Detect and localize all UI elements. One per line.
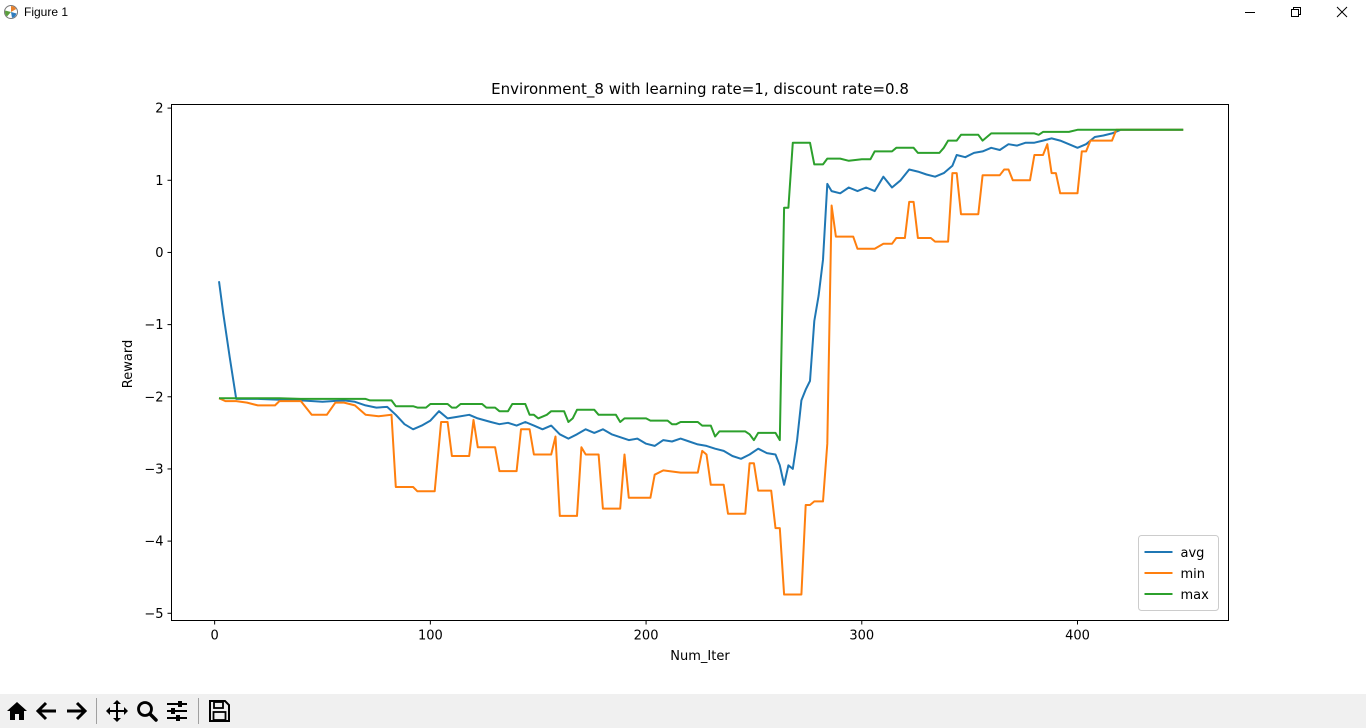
axes-frame (171, 104, 1229, 621)
legend-label-avg: avg (1181, 546, 1205, 561)
y-tick-label: −1 (144, 318, 163, 333)
y-tick-label: −2 (144, 390, 163, 405)
forward-arrow-icon (67, 701, 88, 721)
y-tick-label: 0 (155, 246, 163, 261)
y-tick-label: −4 (144, 535, 163, 550)
move-icon (106, 700, 128, 722)
restore-button[interactable] (1273, 0, 1319, 24)
legend-label-min: min (1181, 567, 1206, 582)
minimize-icon (1245, 12, 1255, 13)
pan-button[interactable] (103, 696, 131, 726)
y-axis: −5 −4 −3 −2 −1 0 1 2 (144, 102, 172, 622)
x-tick-label: 100 (418, 629, 443, 644)
legend-box (1138, 535, 1219, 611)
x-tick-label: 200 (634, 629, 659, 644)
restore-icon (1291, 7, 1301, 17)
y-tick-label: 1 (155, 174, 163, 189)
window-title: Figure 1 (24, 5, 69, 19)
toolbar-separator (198, 698, 199, 724)
legend-label-max: max (1181, 588, 1210, 603)
window-titlebar: Figure 1 (0, 0, 1366, 24)
close-icon (1336, 6, 1348, 18)
legend: avg min max (1138, 535, 1219, 611)
series-line-min (218, 128, 1184, 596)
close-button[interactable] (1319, 0, 1365, 24)
forward-button[interactable] (62, 696, 90, 726)
y-tick-label: −5 (144, 607, 163, 622)
save-button[interactable] (205, 696, 233, 726)
toolbar-separator (96, 698, 97, 724)
home-button[interactable] (3, 696, 31, 726)
configure-subplots-button[interactable] (163, 696, 191, 726)
sliders-icon (167, 701, 187, 721)
navigation-toolbar (0, 694, 1366, 728)
back-arrow-icon (35, 701, 56, 721)
home-icon (7, 702, 27, 720)
y-tick-label: 2 (155, 102, 163, 117)
magnifier-icon (137, 701, 158, 722)
series-line-avg (218, 128, 1184, 486)
x-tick-label: 300 (849, 629, 874, 644)
x-axis-label: Num_Iter (670, 649, 730, 664)
x-tick-label: 400 (1065, 629, 1090, 644)
floppy-disk-icon (209, 700, 230, 722)
y-axis-label: Reward (121, 340, 136, 388)
y-tick-label: −3 (144, 462, 163, 477)
x-tick-label: 0 (211, 629, 219, 644)
minimize-button[interactable] (1227, 0, 1273, 24)
chart-title: Environment_8 with learning rate=1, disc… (491, 80, 909, 99)
line-chart: Environment_8 with learning rate=1, disc… (121, 80, 1229, 664)
x-axis: 0 100 200 300 400 (211, 620, 1090, 644)
series-line-max (219, 128, 1184, 442)
matplotlib-logo-icon (4, 5, 18, 19)
plot-lines (218, 128, 1184, 596)
zoom-button[interactable] (133, 696, 161, 726)
back-button[interactable] (33, 696, 61, 726)
